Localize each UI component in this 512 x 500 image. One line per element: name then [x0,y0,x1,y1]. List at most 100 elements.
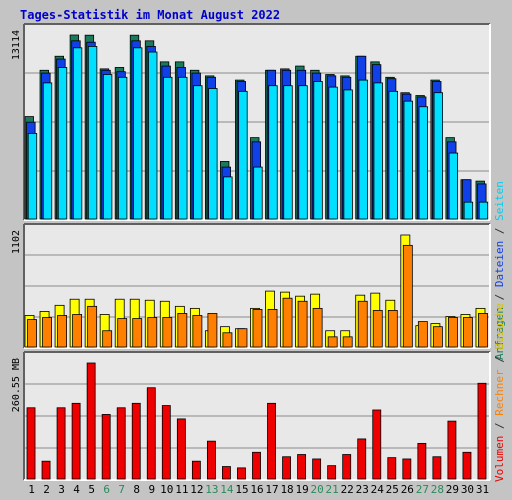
legend-anfragen-dateien-seiten-part-1: / [493,287,506,307]
bar-rechner-day-5 [87,305,98,348]
legend-anfragen-dateien-seiten: Anfragen / Dateien / Seiten [493,181,506,360]
legend-volumen-rechner-besuche-part-0: Volumen [493,436,506,482]
x-tick-label-day-12: 12 [190,483,203,496]
bar-volumen-day-1 [26,407,36,480]
panel-1-ymax-label: 13114 [11,30,22,60]
x-tick-label-day-7: 7 [118,483,125,496]
x-tick-label-day-18: 18 [280,483,293,496]
legend-volumen-rechner-besuche-part-2: Rechner [493,369,506,416]
bar-rechner-day-20 [312,307,323,348]
bar-volumen-day-18 [282,456,291,480]
bar-rechner-day-19 [297,300,308,348]
panel-3-ymax-label: 260.55 MB [11,358,22,412]
bar-volumen-day-10 [161,405,171,480]
bar-rechner-day-30 [463,317,473,348]
bar-seiten-day-29 [448,152,459,220]
x-tick-label-day-13: 13 [205,483,218,496]
bar-rechner-day-31 [478,313,488,348]
legend-anfragen-dateien-seiten-part-4: Seiten [493,181,506,221]
bar-volumen-day-25 [387,457,397,480]
bar-volumen-day-23 [357,438,367,480]
bar-rechner-day-27 [417,321,428,348]
x-tick-label-day-28: 28 [431,483,444,496]
x-tick-label-day-27: 27 [416,483,429,496]
legend-anfragen-dateien-seiten-part-2: Dateien [493,241,506,287]
x-tick-label-day-25: 25 [386,483,399,496]
bar-volumen-day-21 [327,465,337,480]
bar-seiten-day-3 [57,67,68,220]
bar-volumen-day-5 [86,362,96,480]
bar-seiten-day-8 [133,47,143,220]
x-tick-label-day-6: 6 [103,483,110,496]
bar-volumen-day-27 [417,442,427,480]
bar-seiten-day-17 [268,85,278,220]
bar-seiten-day-27 [418,106,428,220]
bar-rechner-day-26 [402,244,413,348]
bar-volumen-day-31 [477,382,487,480]
x-tick-label-day-17: 17 [265,483,278,496]
bar-volumen-day-8 [131,402,141,480]
x-tick-label-day-15: 15 [235,483,248,496]
x-tick-label-day-20: 20 [311,483,324,496]
bar-seiten-day-2 [42,82,53,220]
x-tick-label-day-29: 29 [446,483,459,496]
bar-seiten-day-24 [373,82,383,220]
legend-anfragen-dateien-seiten-part-3: / [493,221,506,241]
bar-rechner-day-13 [207,313,218,348]
x-tick-label-day-2: 2 [43,483,50,496]
legend-volumen-rechner-besuche-part-3: / [493,350,506,370]
x-tick-label-day-14: 14 [220,483,234,496]
x-tick-label-day-11: 11 [175,483,188,496]
bar-rechner-day-17 [267,308,278,348]
bar-volumen-day-3 [56,407,66,480]
bar-seiten-day-12 [193,85,203,220]
bar-rechner-day-25 [387,310,398,348]
bar-seiten-day-16 [253,166,263,220]
x-tick-label-day-24: 24 [371,483,385,496]
bar-rechner-day-29 [448,317,458,348]
x-tick-label-day-3: 3 [58,483,65,496]
x-tick-label-day-16: 16 [250,483,263,496]
bar-seiten-day-13 [208,88,218,220]
bar-volumen-day-30 [462,451,472,480]
bar-seiten-day-25 [388,90,398,220]
x-tick-label-day-31: 31 [476,483,489,496]
bar-volumen-day-2 [41,460,51,480]
x-tick-label-day-8: 8 [133,483,140,496]
bar-rechner-day-28 [432,326,443,348]
bar-seiten-day-28 [433,92,444,220]
bar-volumen-day-29 [447,420,457,480]
bar-volumen-day-11 [176,418,186,480]
bar-seiten-day-10 [163,76,173,220]
bar-seiten-day-7 [117,76,128,220]
bar-rechner-day-16 [252,308,263,348]
bar-volumen-day-14 [222,466,231,480]
bar-volumen-day-28 [432,456,442,480]
bar-rechner-day-10 [162,317,173,348]
bar-seiten-day-26 [403,100,413,220]
bar-rechner-day-11 [177,313,188,348]
bar-rechner-day-12 [192,315,203,348]
bar-rechner-day-9 [147,317,158,348]
bar-seiten-day-19 [298,85,308,220]
bar-volumen-day-7 [116,407,126,480]
bar-rechner-day-18 [282,297,293,348]
bar-rechner-day-15 [237,328,248,348]
chart-title: Tages-Statistik im Monat August 2022 [20,8,280,22]
x-tick-label-day-10: 10 [160,483,173,496]
x-tick-label-day-22: 22 [341,483,354,496]
bar-seiten-day-5 [87,46,98,220]
bar-rechner-day-24 [372,310,383,348]
x-tick-label-day-19: 19 [295,483,308,496]
bar-volumen-day-15 [237,467,246,480]
bar-seiten-day-14 [223,176,233,220]
x-tick-label-day-23: 23 [356,483,369,496]
bar-volumen-day-12 [191,460,201,480]
bar-volumen-day-16 [252,451,261,480]
bar-rechner-day-22 [342,336,353,348]
bar-volumen-day-24 [372,409,382,480]
legend-volumen-rechner-besuche: Volumen / Rechner / Besuche [493,303,506,482]
bar-seiten-day-1 [27,133,38,220]
